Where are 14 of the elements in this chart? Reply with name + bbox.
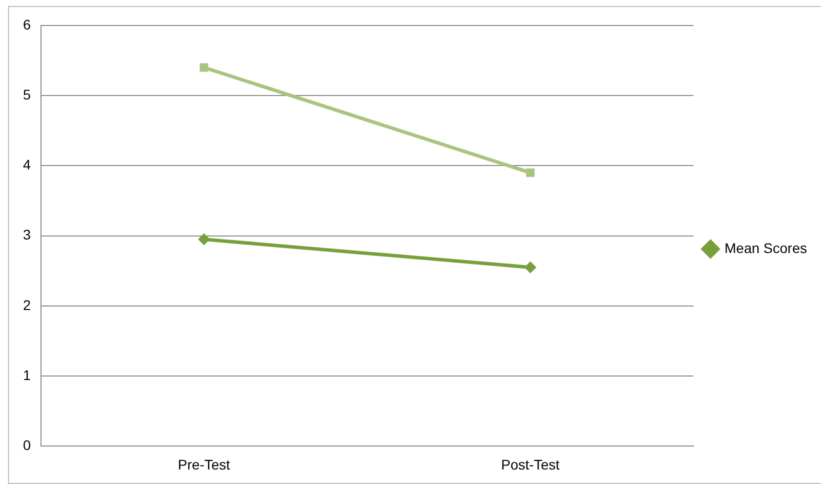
point (526, 168, 535, 177)
y-tick-label: 4 (22, 156, 31, 173)
x-tick-label: Pre-Test (178, 456, 230, 472)
y-tick-label: 6 (22, 16, 31, 32)
point (524, 261, 536, 274)
point (198, 233, 210, 246)
legend-label: Mean Scores (724, 240, 807, 256)
y-tick-label: 3 (22, 226, 31, 243)
y-tick-label: 5 (22, 86, 31, 102)
x-tick-label: Post-Test (501, 456, 560, 472)
point (200, 63, 208, 72)
y-tick-label: 1 (22, 366, 31, 383)
y-tick-label: 0 (22, 437, 31, 454)
y-tick-label: 2 (22, 296, 31, 313)
